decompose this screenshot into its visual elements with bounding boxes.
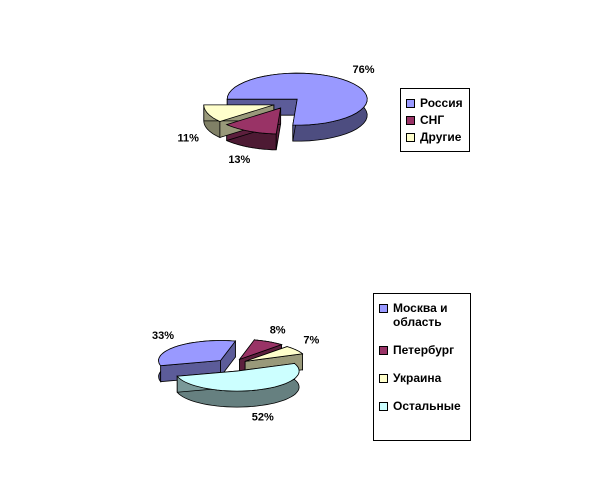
legend-label: Москва и область (393, 301, 448, 329)
legend-label: СНГ (420, 113, 445, 127)
legend-label: Другие (420, 130, 462, 144)
legend-item: Москва и область (379, 301, 465, 329)
legend-item: Украина (379, 371, 465, 385)
legend-swatch (379, 304, 388, 313)
pie (158, 338, 304, 408)
data-label: 33% (152, 330, 174, 342)
legend: Россия СНГ Другие (400, 88, 470, 152)
legend-swatch (379, 374, 388, 383)
data-label: 7% (303, 334, 319, 346)
legend-swatch (379, 402, 388, 411)
legend-item: СНГ (406, 113, 464, 127)
slice (158, 340, 237, 367)
data-label: 11% (177, 132, 199, 144)
slice (245, 346, 304, 362)
legend-item: Остальные (379, 399, 465, 413)
legend-item: Россия (406, 96, 464, 110)
legend-label: Остальные (393, 399, 461, 413)
slice (176, 363, 300, 392)
legend-swatch (406, 116, 415, 125)
data-label: 52% (252, 412, 274, 424)
data-label: 76% (353, 64, 375, 76)
legend-swatch (406, 133, 415, 142)
legend-label: Россия (420, 96, 463, 110)
slice (238, 339, 284, 361)
slice (225, 107, 282, 135)
slice (226, 72, 368, 126)
legend: Москва и область Петербург Украина Остальны… (373, 293, 471, 441)
legend-swatch (379, 346, 388, 355)
pie (203, 72, 368, 151)
legend-item: Другие (406, 130, 464, 144)
data-label: 8% (270, 324, 286, 336)
legend-swatch (406, 99, 415, 108)
legend-item: Петербург (379, 343, 465, 357)
data-label: 13% (228, 154, 250, 166)
legend-label: Украина (393, 371, 442, 385)
legend-label: Петербург (393, 343, 455, 357)
slice (203, 104, 274, 122)
